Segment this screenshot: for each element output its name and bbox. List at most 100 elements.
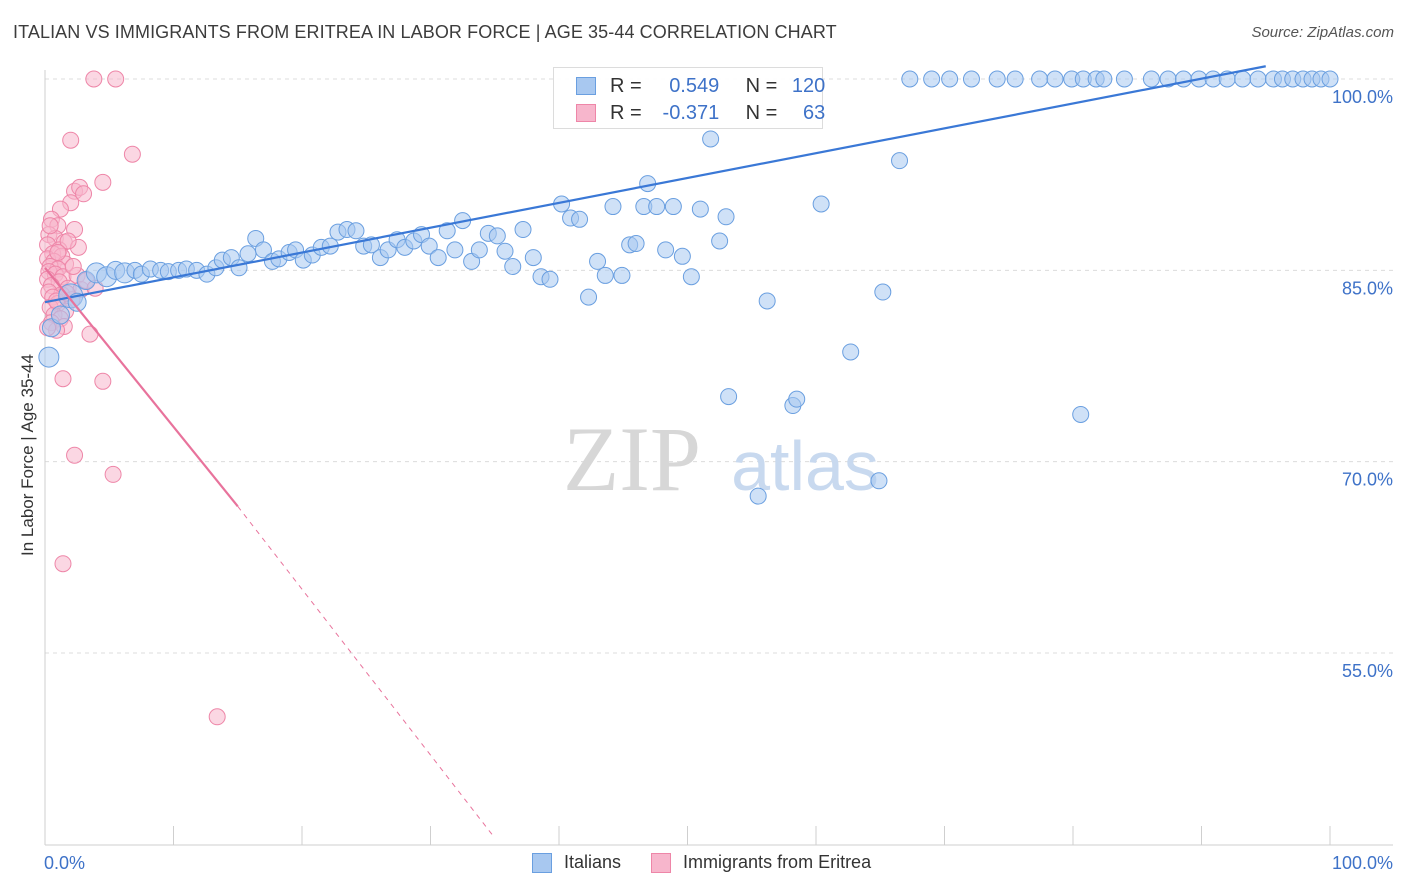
data-point bbox=[596, 266, 614, 284]
data-point bbox=[580, 288, 598, 306]
data-point bbox=[758, 292, 776, 310]
data-point bbox=[438, 222, 456, 240]
legend-r-label: R = bbox=[610, 74, 642, 97]
data-point bbox=[717, 208, 735, 226]
data-point bbox=[41, 217, 59, 235]
data-point bbox=[85, 70, 103, 88]
data-point bbox=[720, 388, 738, 406]
legend-swatch-italians bbox=[576, 77, 596, 95]
legend-n-label: N = bbox=[745, 101, 778, 124]
y-axis-label: In Labor Force | Age 35-44 bbox=[18, 354, 37, 556]
data-point bbox=[673, 247, 691, 265]
y-tick-label: 55.0% bbox=[1342, 661, 1393, 681]
data-point bbox=[613, 266, 631, 284]
data-point bbox=[604, 198, 622, 216]
data-point bbox=[524, 249, 542, 267]
series-legend: Italians Immigrants from Eritrea bbox=[532, 852, 901, 873]
axes bbox=[44, 70, 1393, 846]
series-label-italians: Italians bbox=[564, 852, 622, 872]
data-point bbox=[682, 268, 700, 286]
data-point bbox=[1204, 70, 1222, 88]
data-point bbox=[49, 243, 67, 261]
y-tick-label: 85.0% bbox=[1342, 278, 1393, 298]
data-point bbox=[891, 152, 909, 170]
data-point bbox=[541, 270, 559, 288]
legend-r-value: -0.371 bbox=[662, 101, 720, 124]
data-point bbox=[1234, 70, 1252, 88]
data-point bbox=[842, 343, 860, 361]
data-point bbox=[923, 70, 941, 88]
series-swatch-italians bbox=[532, 852, 552, 873]
legend-row-eritrea: R = -0.371 N = 63 bbox=[576, 101, 825, 125]
data-point bbox=[81, 325, 99, 343]
data-point bbox=[94, 173, 112, 191]
trend-line-eritrea-extension bbox=[237, 506, 496, 839]
data-point bbox=[702, 130, 720, 148]
eritrea-points bbox=[39, 70, 226, 726]
data-point bbox=[571, 210, 589, 228]
legend-r-value: 0.549 bbox=[669, 74, 720, 97]
data-point bbox=[664, 198, 682, 216]
x-tick-label: 100.0% bbox=[1332, 853, 1393, 873]
data-point bbox=[691, 200, 709, 218]
data-point bbox=[870, 472, 888, 490]
data-point bbox=[988, 70, 1006, 88]
data-point bbox=[62, 131, 80, 149]
data-point bbox=[1115, 70, 1133, 88]
data-point bbox=[54, 370, 72, 388]
data-point bbox=[941, 70, 959, 88]
data-point bbox=[496, 242, 514, 260]
data-point bbox=[429, 249, 447, 267]
data-point bbox=[107, 70, 125, 88]
data-point bbox=[420, 237, 438, 255]
data-point bbox=[657, 241, 675, 259]
data-point bbox=[627, 235, 645, 253]
series-swatch-eritrea bbox=[651, 852, 672, 873]
data-point bbox=[901, 70, 919, 88]
trend-lines bbox=[44, 65, 1266, 839]
tick-labels: 55.0% 70.0% 85.0% 100.0% 0.0% 100.0% bbox=[44, 87, 1393, 873]
data-point bbox=[239, 245, 257, 263]
legend-n-label: N = bbox=[745, 74, 778, 97]
x-tick-label: 0.0% bbox=[44, 853, 85, 873]
legend-swatch-eritrea bbox=[576, 104, 596, 122]
data-point bbox=[1249, 70, 1267, 88]
data-point bbox=[812, 195, 830, 213]
legend-r-label: R = bbox=[610, 101, 642, 124]
data-point bbox=[94, 372, 112, 390]
data-point bbox=[749, 487, 767, 505]
data-point bbox=[962, 70, 980, 88]
data-point bbox=[54, 555, 72, 573]
data-point bbox=[64, 258, 82, 276]
data-point bbox=[230, 259, 248, 277]
data-point bbox=[75, 185, 93, 203]
data-point bbox=[1175, 70, 1193, 88]
trend-line-italians bbox=[44, 65, 1266, 304]
data-point bbox=[1142, 70, 1160, 88]
data-point bbox=[1031, 70, 1049, 88]
correlation-legend: R = 0.549 N = 120 R = -0.371 N = 63 bbox=[553, 67, 825, 129]
data-point bbox=[66, 446, 84, 464]
data-point bbox=[1046, 70, 1064, 88]
trend-line-eritrea bbox=[44, 267, 239, 508]
data-point bbox=[1072, 405, 1090, 423]
data-point bbox=[50, 305, 70, 325]
data-point bbox=[59, 232, 77, 250]
data-point bbox=[208, 708, 226, 726]
gridlines bbox=[45, 78, 1393, 654]
legend-n-value: 120 bbox=[791, 74, 826, 97]
data-point bbox=[1321, 70, 1339, 88]
data-point bbox=[488, 227, 506, 245]
series-label-eritrea: Immigrants from Eritrea bbox=[683, 852, 872, 872]
legend-row-italians: R = 0.549 N = 120 bbox=[576, 74, 825, 98]
y-tick-label: 100.0% bbox=[1332, 87, 1393, 107]
data-point bbox=[347, 222, 365, 240]
data-point bbox=[470, 241, 488, 259]
chart-title: ITALIAN VS IMMIGRANTS FROM ERITREA IN LA… bbox=[13, 22, 837, 42]
data-point bbox=[1006, 70, 1024, 88]
data-point bbox=[38, 346, 60, 368]
data-point bbox=[104, 465, 122, 483]
source-label: Source: ZipAtlas.com bbox=[1251, 24, 1394, 41]
data-point bbox=[123, 145, 141, 163]
